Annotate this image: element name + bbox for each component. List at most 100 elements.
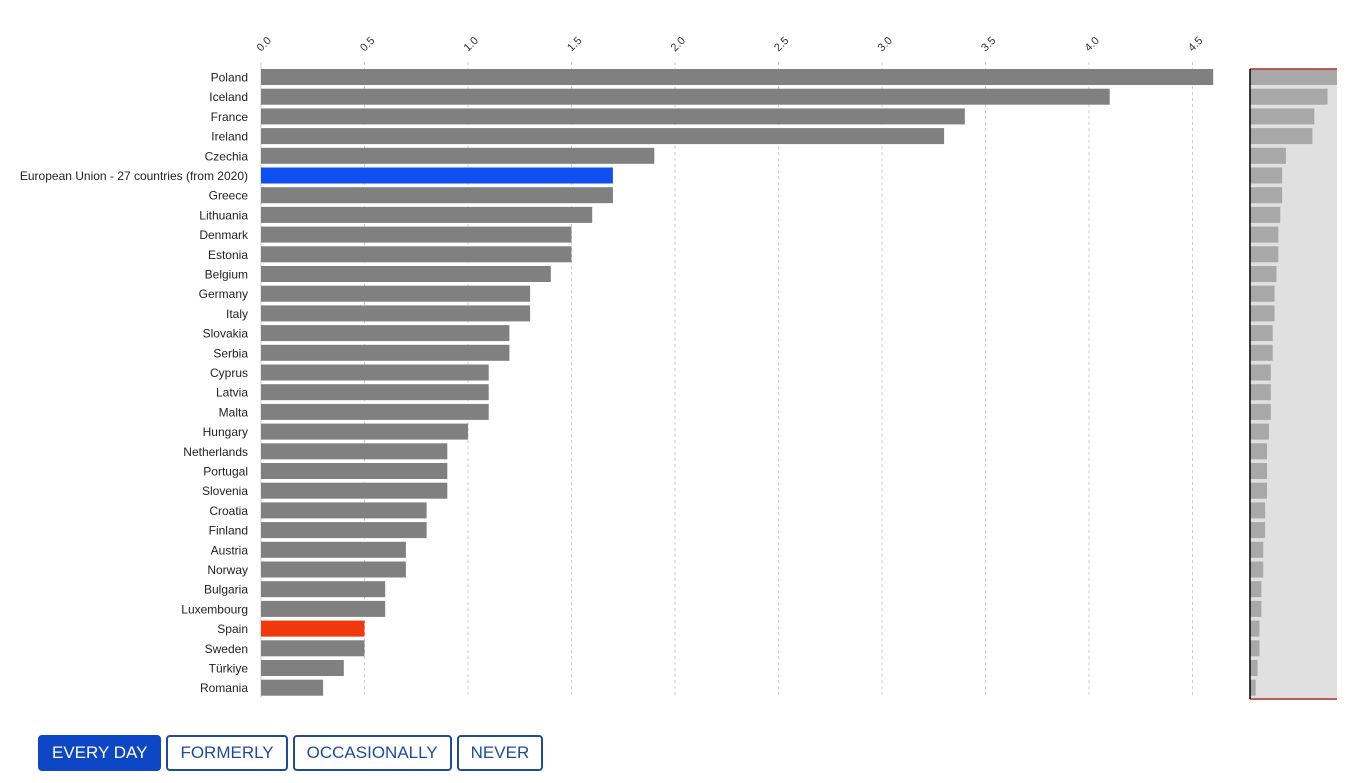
never-button[interactable]: NEVER (456, 735, 544, 771)
category-label: Estonia (208, 248, 248, 262)
category-label: Denmark (199, 228, 249, 242)
category-label: Iceland (209, 90, 248, 104)
bar-cyprus (261, 364, 489, 381)
x-tick-label: 0.5 (358, 35, 377, 54)
bar-serbia (261, 344, 510, 361)
minimap-bar (1250, 679, 1256, 696)
category-label: Luxembourg (181, 602, 248, 616)
minimap-bar (1250, 502, 1266, 519)
bar-malta (261, 403, 489, 420)
minimap-bar (1250, 482, 1268, 499)
bar-lithuania (261, 206, 593, 223)
bar-france (261, 108, 965, 125)
frequency-selector: EVERY DAY FORMERLY OCCASIONALLY NEVER (38, 735, 544, 771)
category-label: Türkiye (209, 662, 249, 676)
minimap-bar (1250, 463, 1268, 479)
bar-chart: 0.0 0.5 1.0 1.5 2.0 2.5 3.0 3.5 4.0 4.5 Poland Icel… (20, 35, 1337, 700)
x-tick-label: 1.5 (565, 35, 584, 54)
minimap-bar (1250, 305, 1275, 322)
bar-t-rkiye (261, 660, 344, 676)
minimap-bar (1250, 423, 1269, 440)
x-tick-label: 2.5 (772, 35, 791, 54)
bar-norway (261, 561, 406, 578)
category-label: Germany (199, 287, 248, 301)
category-label: Malta (219, 405, 249, 419)
minimap-bar (1250, 69, 1337, 85)
category-label: Lithuania (199, 208, 248, 222)
minimap-bar (1250, 640, 1260, 657)
bar-italy (261, 305, 531, 322)
bar-denmark (261, 226, 572, 243)
category-label: Spain (217, 622, 248, 636)
bar-bulgaria (261, 581, 386, 598)
bar-estonia (261, 246, 572, 263)
minimap-bar (1250, 443, 1268, 460)
category-label: European Union - 27 countries (from 2020… (20, 169, 248, 183)
bar-hungary (261, 423, 468, 440)
x-tick-label: 4.5 (1186, 35, 1205, 54)
category-label: Serbia (213, 346, 248, 360)
minimap-bar (1250, 266, 1277, 282)
bar-austria (261, 541, 406, 558)
minimap-bar (1250, 147, 1286, 164)
bar-sweden (261, 640, 365, 657)
category-label: Belgium (205, 268, 248, 282)
formerly-button[interactable]: FORMERLY (166, 735, 288, 771)
bar-finland (261, 522, 427, 539)
bar-czechia (261, 147, 655, 164)
x-tick-label: 3.5 (979, 35, 998, 54)
category-label: Bulgaria (204, 583, 248, 597)
minimap-bar (1250, 522, 1266, 539)
category-label: Cyprus (210, 366, 248, 380)
bar-greece (261, 187, 613, 204)
category-label: Sweden (205, 642, 248, 656)
minimap-bar (1250, 88, 1328, 105)
category-label: Portugal (203, 465, 248, 479)
minimap-bar (1250, 226, 1279, 243)
bar-poland (261, 69, 1214, 85)
minimap-bar (1250, 581, 1262, 598)
x-tick-label: 1.0 (462, 35, 481, 54)
category-label: Slovakia (203, 327, 249, 341)
minimap-bar (1250, 187, 1283, 204)
minimap-bar (1250, 206, 1281, 223)
bar-netherlands (261, 443, 448, 460)
x-tick-label: 4.0 (1083, 35, 1102, 54)
minimap-bar (1250, 285, 1275, 302)
category-label: Slovenia (202, 484, 248, 498)
bar-belgium (261, 266, 551, 282)
bar-iceland (261, 88, 1110, 105)
minimap-bar (1250, 660, 1258, 676)
minimap-bar (1250, 167, 1283, 184)
category-label: Hungary (203, 425, 248, 439)
category-label: Latvia (216, 386, 248, 400)
category-label: Austria (211, 543, 249, 557)
category-label: Norway (207, 563, 248, 577)
minimap-bar (1250, 246, 1279, 263)
bar-european-union-27-countries-from-2020- (261, 167, 613, 184)
bar-romania (261, 679, 324, 696)
category-label: France (211, 110, 249, 124)
minimap-bar (1250, 325, 1273, 342)
category-label: Finland (209, 524, 248, 538)
category-label: Ireland (211, 130, 248, 144)
category-label: Greece (209, 189, 249, 203)
minimap-bar (1250, 403, 1271, 420)
x-tick-label: 0.0 (255, 35, 274, 54)
category-label: Croatia (209, 504, 248, 518)
minimap-bar (1250, 561, 1264, 578)
bar-germany (261, 285, 531, 302)
category-label: Czechia (205, 149, 249, 163)
minimap-bar (1250, 364, 1271, 381)
bar-ireland (261, 128, 945, 145)
occasionally-button[interactable]: OCCASIONALLY (292, 735, 452, 771)
bar-croatia (261, 502, 427, 519)
every-day-button[interactable]: EVERY DAY (38, 735, 162, 771)
bar-slovenia (261, 482, 448, 499)
minimap-bar (1250, 344, 1273, 361)
bar-portugal (261, 463, 448, 479)
minimap-bar (1250, 108, 1315, 125)
minimap-bar (1250, 128, 1313, 145)
category-label: Italy (226, 307, 248, 321)
category-label: Netherlands (183, 445, 248, 459)
